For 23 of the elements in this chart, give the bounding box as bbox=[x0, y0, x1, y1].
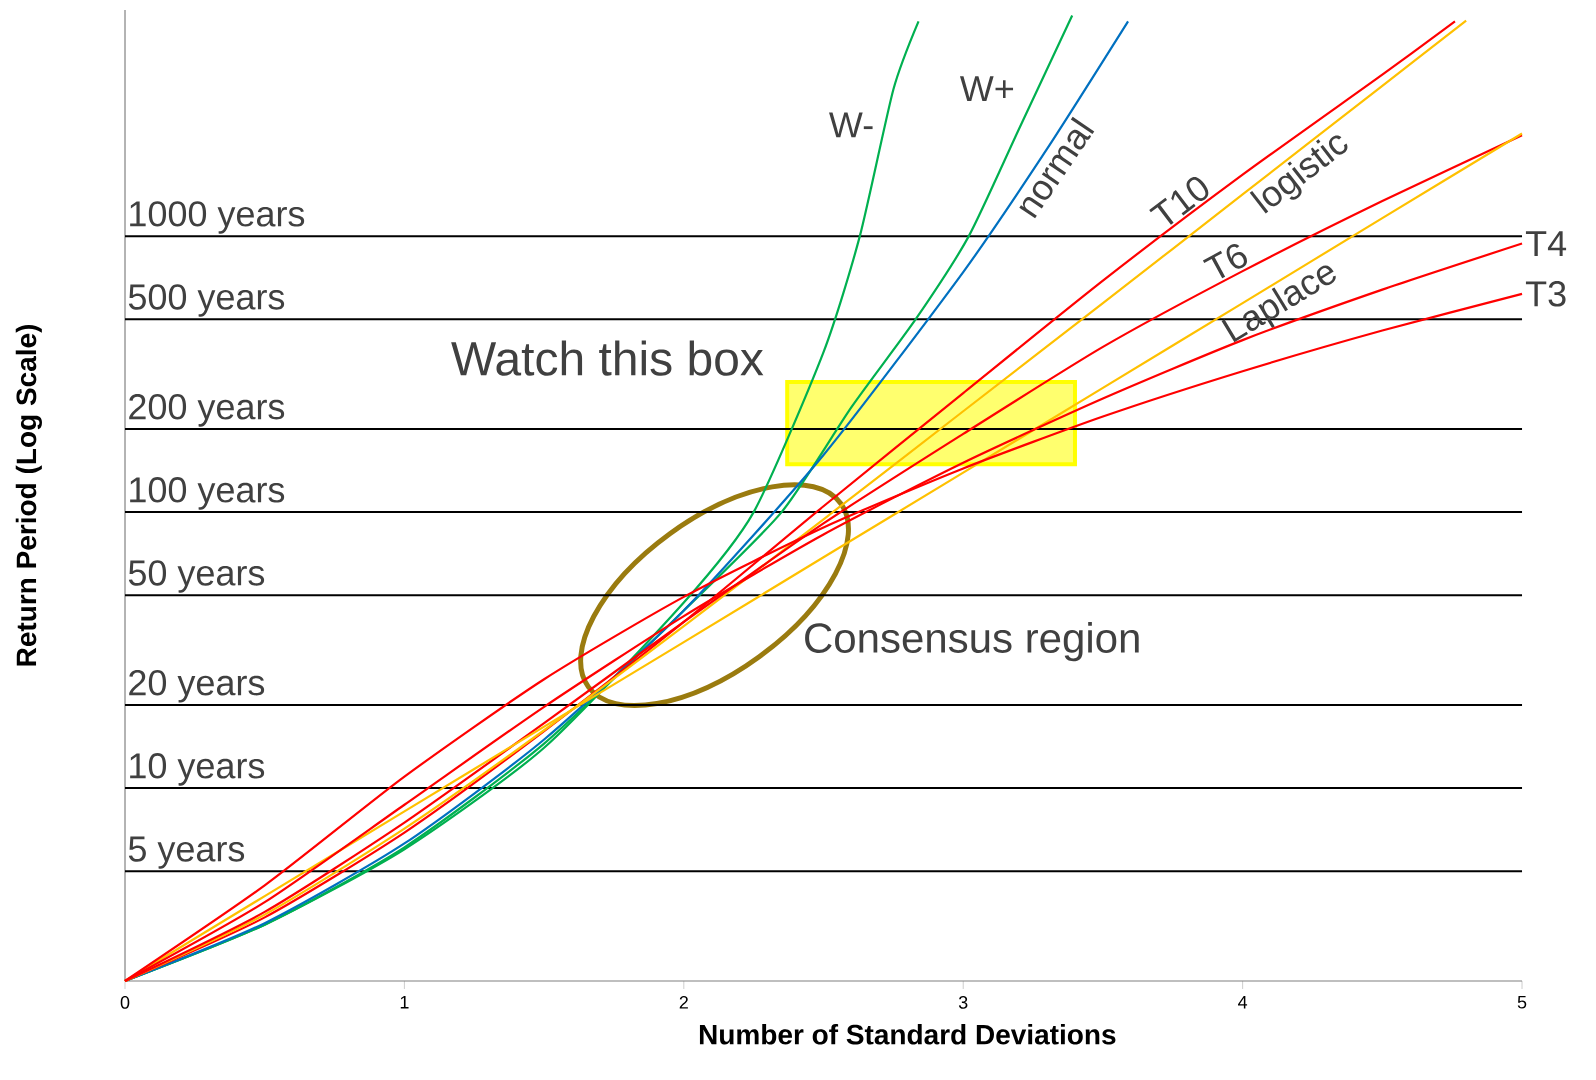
x-axis-title: Number of Standard Deviations bbox=[699, 1024, 1116, 1045]
ref-line-label: 5 years bbox=[128, 836, 245, 869]
x-tick-label: 3 bbox=[958, 996, 968, 1009]
series-label: W+ bbox=[959, 76, 1014, 102]
text: T10 bbox=[1149, 177, 1209, 225]
series-label: W- bbox=[829, 112, 873, 138]
annotation: Consensus region bbox=[805, 622, 1139, 662]
x-tick-label: 1 bbox=[400, 996, 409, 1009]
series-label: T4 bbox=[1525, 231, 1567, 256]
ref-line-label: 200 years bbox=[129, 394, 285, 427]
ref-line-label: 20 years bbox=[129, 670, 265, 703]
ref-line-label: 100 years bbox=[130, 477, 285, 510]
x-tick-label: 5 bbox=[1517, 996, 1527, 1009]
y-axis-title: Return Period (Log Scale) bbox=[15, 324, 42, 666]
x-tick-label: 4 bbox=[1238, 996, 1248, 1009]
ref-line-label: 1000 years bbox=[130, 201, 305, 234]
ref-line-label: 500 years bbox=[128, 284, 285, 317]
series-label: T3 bbox=[1525, 281, 1566, 307]
ref-line-label: 50 years bbox=[128, 560, 265, 593]
ref-line-label: 10 years bbox=[130, 753, 265, 786]
annotation: Watch this box bbox=[451, 340, 764, 376]
x-tick-label: 2 bbox=[679, 996, 688, 1009]
x-tick-label: 0 bbox=[120, 996, 130, 1009]
